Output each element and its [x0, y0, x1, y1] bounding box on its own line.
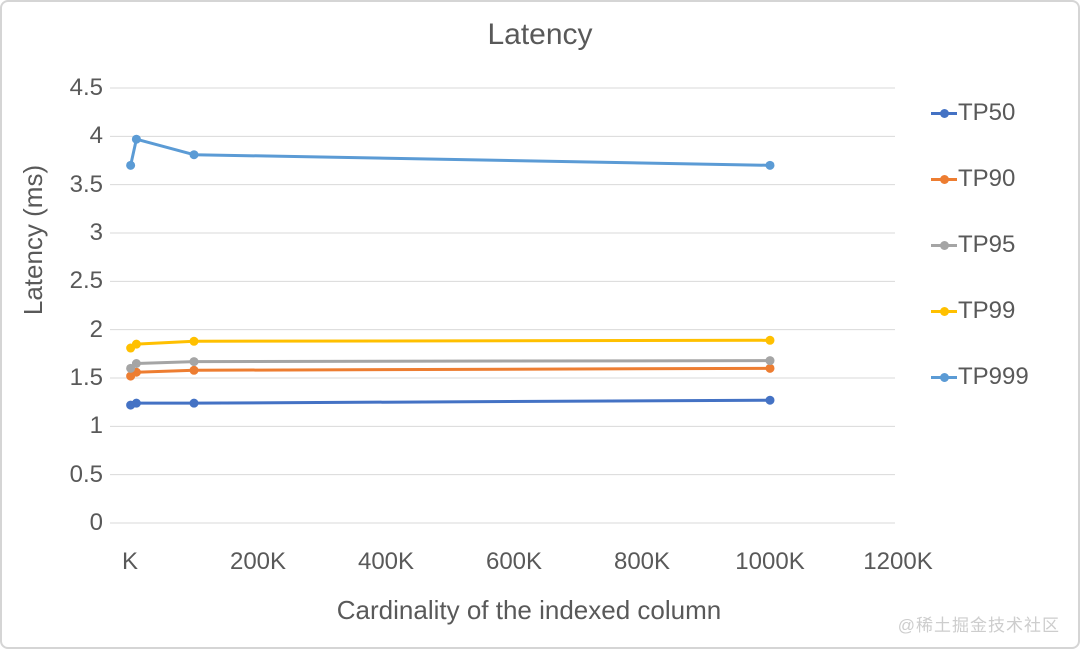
- legend-label: TP90: [958, 165, 1016, 192]
- y-tick-label: 4.5: [69, 74, 103, 101]
- legend-line-icon: [931, 174, 957, 184]
- legend-dot-icon: [940, 372, 949, 382]
- x-tick-label: 600K: [485, 548, 543, 575]
- y-tick-label: 2.5: [69, 267, 103, 294]
- legend-item: TP50: [931, 98, 1015, 128]
- legend-line-icon: [931, 306, 957, 316]
- legend-label: TP95: [958, 231, 1016, 258]
- x-tick-label: 1200K: [863, 548, 933, 575]
- legend-line-icon: [931, 372, 957, 382]
- y-tick-label: 0: [89, 509, 103, 536]
- legend-line-icon: [931, 108, 957, 118]
- legend-label: TP999: [958, 363, 1029, 390]
- legend-line-icon: [931, 240, 957, 250]
- y-tick-label: 3.5: [69, 171, 103, 198]
- legend-dot-icon: [940, 108, 949, 118]
- y-tick-label: 1: [89, 412, 103, 439]
- watermark: @稀土掘金技术社区: [897, 616, 1060, 635]
- y-tick-label: 4: [89, 122, 103, 149]
- y-tick-label: 1.5: [69, 364, 103, 391]
- x-tick-label: 400K: [357, 548, 415, 575]
- legend-item: TP99: [931, 296, 1015, 326]
- x-axis-title: Cardinality of the indexed column: [336, 595, 722, 625]
- legend-label: TP50: [958, 99, 1016, 126]
- legend-item: TP999: [931, 362, 1029, 392]
- chart-title: Latency: [487, 18, 593, 51]
- x-tick-label: 1000K: [735, 548, 805, 575]
- legend-dot-icon: [940, 306, 949, 316]
- legend-label: TP99: [958, 297, 1016, 324]
- x-tick-label: 200K: [229, 548, 287, 575]
- legend-dot-icon: [940, 240, 949, 250]
- legend-dot-icon: [940, 174, 949, 184]
- legend-item: TP95: [931, 230, 1015, 260]
- legend-item: TP90: [931, 164, 1015, 194]
- x-tick-label: 800K: [613, 548, 671, 575]
- x-tick-label: K: [121, 548, 138, 575]
- y-tick-label: 3: [89, 219, 103, 246]
- y-tick-label: 0.5: [69, 461, 103, 488]
- y-tick-label: 2: [89, 316, 103, 343]
